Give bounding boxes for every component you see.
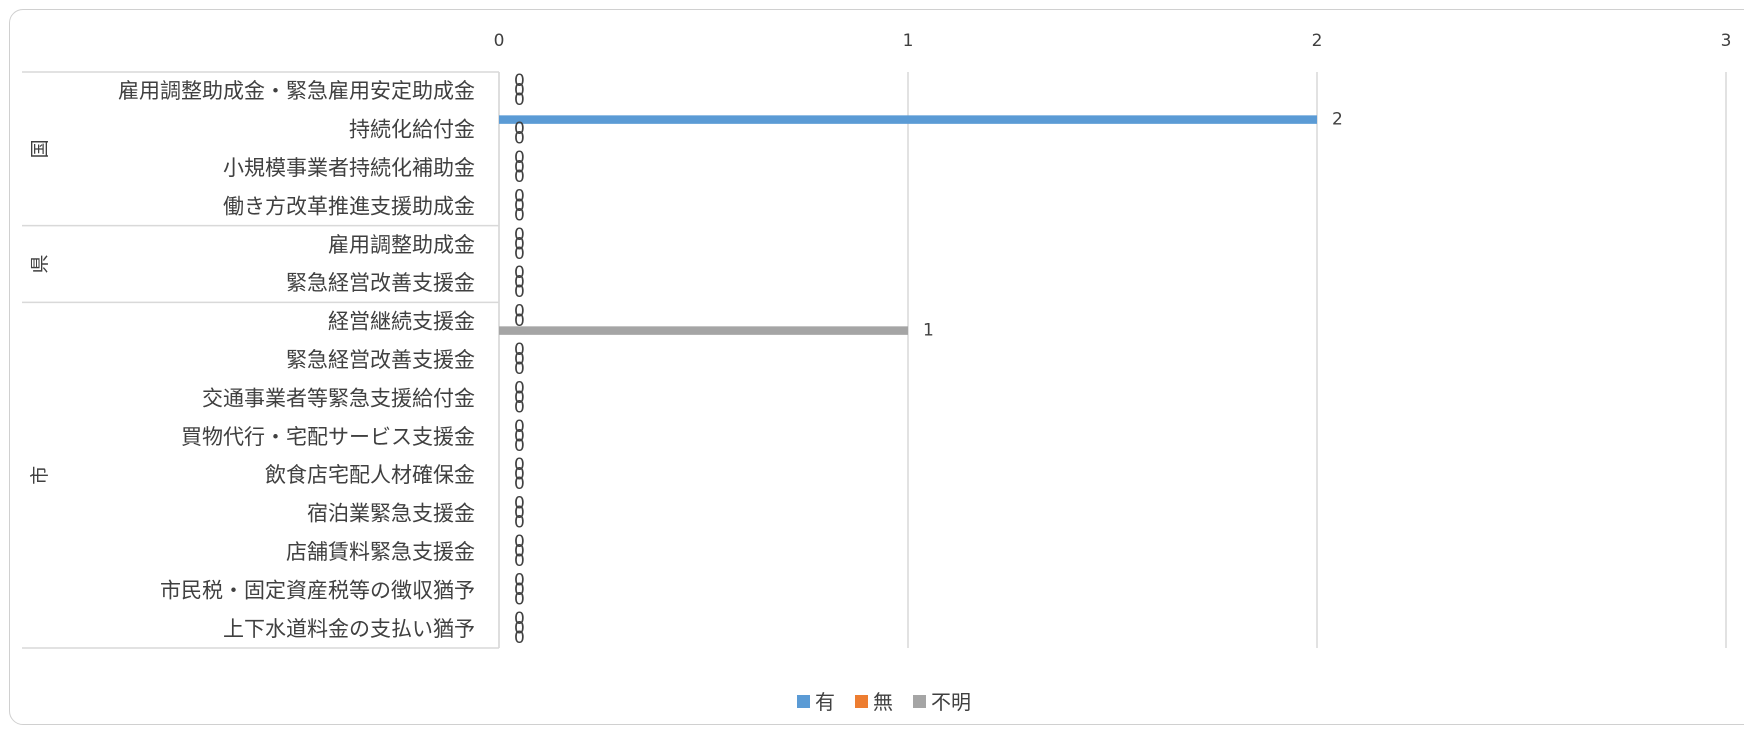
category-label: 市民税・固定資産税等の徴収猶予	[160, 578, 475, 602]
data-label: 0	[514, 167, 525, 187]
chart-frame	[9, 9, 1744, 725]
data-label: 0	[514, 494, 525, 514]
category-label: 持続化給付金	[349, 118, 475, 142]
data-label: 0	[514, 282, 525, 302]
category-label: 緊急経営改善支援金	[286, 348, 475, 372]
data-label: 0	[514, 542, 525, 562]
data-label: 0	[514, 340, 525, 360]
category-label: 宿泊業緊急支援金	[307, 502, 475, 526]
category-label: 小規模事業者持続化補助金	[223, 156, 475, 180]
data-label: 0	[514, 129, 525, 149]
category-label: 雇用調整助成金・緊急雇用安定助成金	[118, 79, 475, 103]
data-label: 0	[514, 580, 525, 600]
x-tick-label: 2	[1312, 31, 1323, 51]
category-label: 働き方改革推進支援助成金	[223, 194, 475, 218]
data-label: 0	[514, 225, 525, 245]
data-label: 0	[514, 205, 525, 225]
data-label: 0	[514, 474, 525, 494]
data-label: 0	[514, 359, 525, 379]
group-label: 国	[29, 139, 51, 158]
data-label: 0	[514, 263, 525, 283]
legend-swatch	[855, 695, 868, 708]
data-label: 0	[514, 71, 525, 91]
legend-swatch	[913, 695, 926, 708]
data-label: 0	[514, 119, 525, 139]
data-label: 0	[514, 196, 525, 216]
category-label: 交通事業者等緊急支援給付金	[202, 386, 475, 410]
data-label: 0	[514, 417, 525, 437]
data-label: 0	[514, 436, 525, 456]
legend-label: 有	[815, 690, 835, 714]
data-label: 0	[514, 90, 525, 110]
data-label: 0	[514, 273, 525, 293]
group-label: 県	[29, 254, 51, 273]
data-label: 0	[514, 397, 525, 417]
data-label: 0	[514, 609, 525, 629]
data-label: 1	[923, 321, 934, 341]
group-label: 市	[29, 466, 51, 485]
category-label: 上下水道料金の支払い猶予	[223, 617, 475, 641]
data-label: 0	[514, 244, 525, 264]
category-label: 経営継続支援金	[328, 310, 475, 334]
category-label: 店舗賃料緊急支援金	[286, 540, 475, 564]
data-label: 0	[514, 513, 525, 533]
legend-label: 無	[873, 690, 893, 714]
legend-label: 不明	[931, 690, 971, 714]
data-label: 0	[514, 158, 525, 178]
x-tick-label: 3	[1721, 31, 1732, 51]
data-label: 0	[514, 81, 525, 101]
data-label: 0	[514, 378, 525, 398]
data-label: 0	[514, 503, 525, 523]
legend-swatch	[797, 695, 810, 708]
bar	[499, 326, 908, 335]
data-label: 0	[514, 234, 525, 254]
data-label: 0	[514, 311, 525, 331]
data-label: 0	[514, 551, 525, 571]
data-label: 0	[514, 350, 525, 370]
x-tick-label: 1	[903, 31, 914, 51]
data-label: 0	[514, 618, 525, 638]
data-label: 0	[514, 532, 525, 552]
data-label: 0	[514, 570, 525, 590]
data-label: 0	[514, 589, 525, 609]
data-label: 0	[514, 465, 525, 485]
category-label: 買物代行・宅配サービス支援金	[181, 425, 475, 449]
x-tick-label: 0	[494, 31, 505, 51]
category-label: 緊急経営改善支援金	[286, 271, 475, 295]
data-label: 2	[1332, 110, 1343, 130]
bar	[499, 115, 1317, 124]
data-label: 0	[514, 148, 525, 168]
data-label: 0	[514, 186, 525, 206]
data-label: 0	[514, 628, 525, 648]
category-label: 雇用調整助成金	[328, 233, 475, 257]
data-label: 0	[514, 302, 525, 322]
data-label: 0	[514, 388, 525, 408]
category-label: 飲食店宅配人材確保金	[265, 463, 475, 487]
data-label: 0	[514, 455, 525, 475]
data-label: 0	[514, 426, 525, 446]
